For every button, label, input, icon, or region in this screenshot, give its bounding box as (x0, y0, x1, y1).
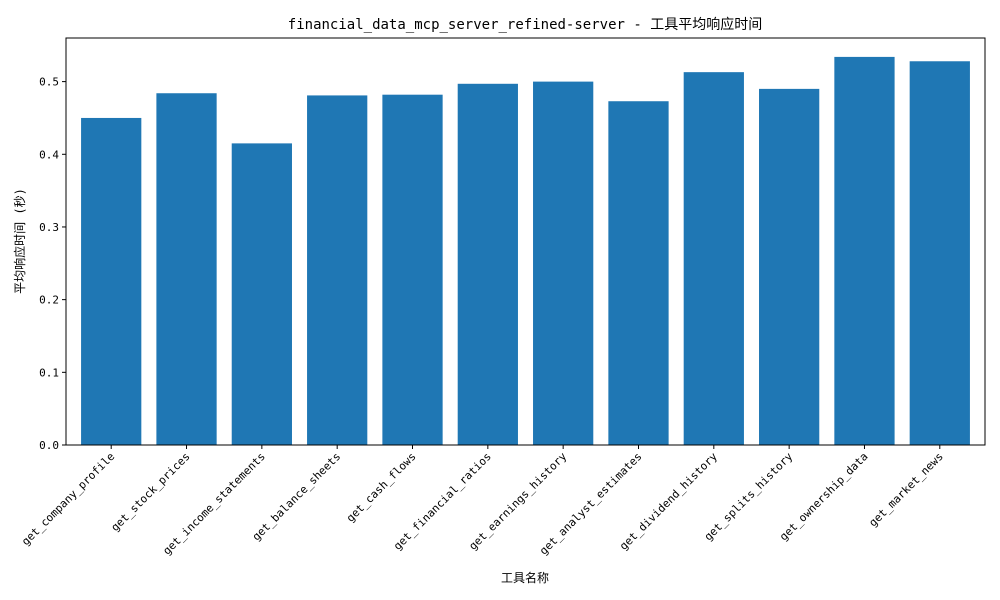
bar-get-ownership-data (834, 56, 895, 446)
chart-title: financial_data_mcp_server_refined-server… (288, 16, 762, 33)
x-tick-label: get_cash_flows (344, 450, 419, 525)
bar-get-stock-prices (156, 93, 217, 446)
plot-frame (65, 37, 986, 446)
x-axis-label: 工具名称 (501, 570, 549, 585)
x-axis: get_company_profileget_stock_pricesget_i… (19, 445, 946, 557)
y-axis: 0.0 0.1 0.2 0.3 0.4 0.5 (39, 76, 66, 452)
bar-get-income-statements (231, 143, 292, 445)
x-tick-label: get_stock_prices (109, 450, 193, 534)
y-tick-label: 0.3 (39, 221, 59, 234)
y-tick-label: 0.0 (39, 439, 59, 452)
bar-get-dividend-history (683, 72, 744, 445)
x-tick-label: get_market_news (866, 450, 945, 529)
x-tick-label: get_ownership_data (777, 450, 870, 543)
bar-get-cash-flows (382, 94, 443, 445)
y-tick-label: 0.1 (39, 366, 59, 379)
x-tick-label: get_company_profile (19, 450, 117, 548)
bar-get-splits-history (759, 88, 820, 445)
bar-get-financial-ratios (457, 83, 518, 445)
y-tick-label: 0.4 (39, 148, 59, 161)
bar-get-company-profile (81, 117, 142, 445)
y-tick-label: 0.2 (39, 294, 59, 307)
bar-get-analyst-estimates (608, 101, 669, 445)
x-tick-label: get_balance_sheets (250, 450, 343, 543)
bars-group (81, 56, 970, 446)
y-tick-label: 0.5 (39, 76, 59, 89)
bar-get-balance-sheets (307, 95, 368, 446)
bar-get-market-news (909, 61, 970, 445)
y-axis-label: 平均响应时间 (秒) (12, 188, 27, 294)
bar-get-earnings-history (533, 81, 594, 446)
